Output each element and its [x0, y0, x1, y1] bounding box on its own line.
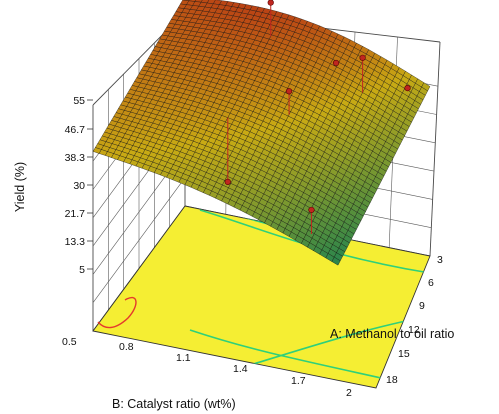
- y-axis-title: B: Catalyst ratio (wt%): [112, 397, 236, 411]
- x-tick-label: 18: [386, 374, 398, 386]
- y-tick-label: 1.1: [176, 352, 191, 364]
- y-tick-label: 1.7: [291, 375, 306, 387]
- gridline: [92, 177, 186, 303]
- y-tick-label: 2: [346, 387, 352, 399]
- z-tick-label: 13.3: [65, 236, 86, 248]
- design-point: [359, 54, 366, 61]
- z-axis-title: Yield (%): [13, 162, 27, 212]
- x-tick-label: 3: [437, 254, 443, 266]
- z-tick-label: 46.7: [65, 124, 86, 136]
- x-tick-label: 6: [428, 277, 434, 289]
- response-surface: [92, 0, 431, 266]
- z-tick-label: 38.3: [65, 152, 86, 164]
- z-tick-labels: 55 46.7 38.3 30 21.7 13.3 5: [65, 95, 86, 276]
- x-tick-label: 12: [408, 324, 420, 336]
- floor: [92, 205, 431, 389]
- z-tick-label: 5: [79, 264, 85, 276]
- x-axis-title: A: Methanol to oil ratio: [330, 327, 454, 341]
- floor-contour-red: [97, 296, 137, 329]
- y-tick-labels: 0.5 0.8 1.1 1.4 1.7 2: [62, 336, 352, 399]
- x-tick-label: 9: [419, 300, 425, 312]
- design-point: [404, 85, 411, 92]
- design-point: [224, 178, 231, 185]
- design-point: [308, 206, 315, 214]
- design-point: [267, 0, 274, 6]
- z-tick-label: 30: [73, 180, 85, 192]
- z-tick-label: 55: [73, 95, 85, 107]
- design-points: [224, 0, 411, 234]
- x-tick-label: 15: [398, 348, 410, 360]
- design-point: [332, 59, 340, 67]
- surface-facet: [331, 256, 341, 266]
- y-tick-label: 0.8: [119, 341, 134, 353]
- design-point: [285, 88, 293, 95]
- z-tick-label: 21.7: [65, 208, 86, 220]
- y-tick-label: 0.5: [62, 336, 77, 348]
- x-tick-labels: 3 6 9 12 15 18: [386, 254, 443, 386]
- y-tick-label: 1.4: [233, 363, 248, 375]
- z-ticks: [87, 99, 93, 270]
